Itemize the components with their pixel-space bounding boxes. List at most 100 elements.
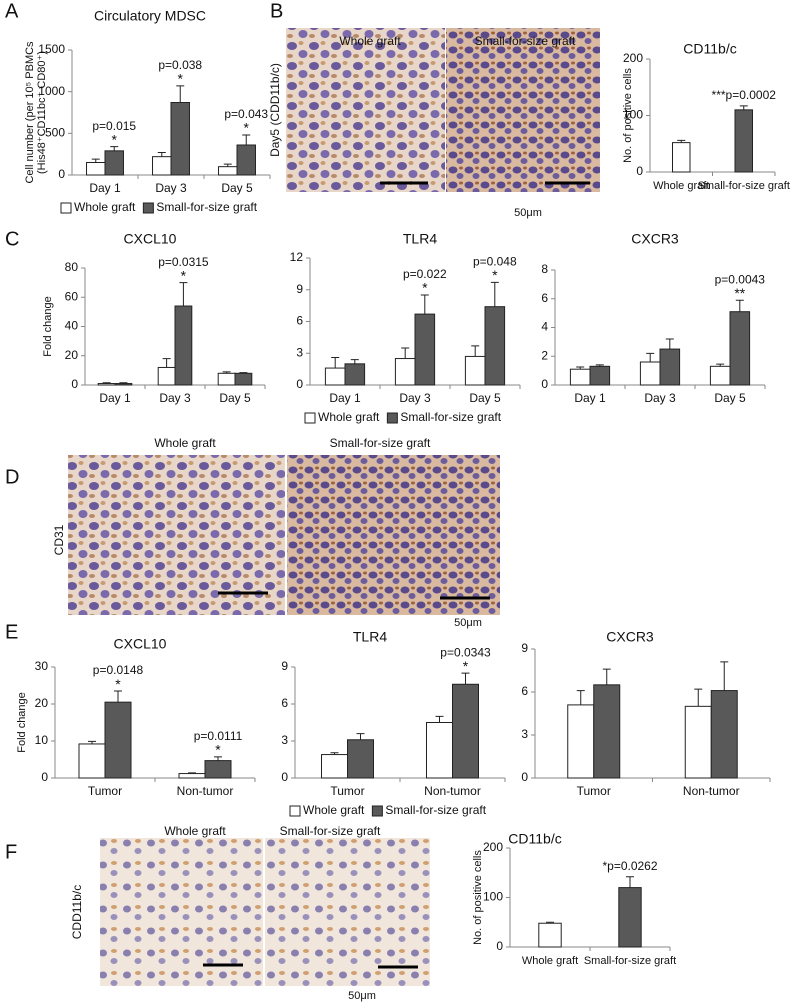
p-value: *p=0.0262 [602, 859, 657, 873]
y-tick-label: 200 [623, 51, 643, 65]
y-tick-label: 9 [521, 641, 528, 655]
legend-swatch [60, 202, 72, 214]
legend-label: Small-for-size graft [400, 410, 501, 424]
error-bar [110, 146, 119, 151]
chart-title: Circulatory MDSC [94, 8, 206, 24]
significance-star: * [244, 120, 250, 136]
error-bar [595, 364, 604, 367]
p-value: p=0.0148 [93, 663, 144, 677]
bar [114, 383, 133, 386]
y-axis-label: (His48⁺CD11bc⁺ CD80⁺) [36, 51, 48, 174]
error-bar [735, 299, 744, 312]
y-tick-label: 4 [541, 320, 548, 334]
y-tick-label: 0 [296, 377, 303, 391]
bar [567, 704, 595, 779]
y-tick-label: 0 [58, 167, 65, 181]
x-tick-label: Day 3 [644, 391, 676, 405]
bar [464, 355, 486, 386]
error-bar [626, 876, 634, 888]
panel-letter: D [5, 466, 19, 488]
y-tick-label: 0 [521, 770, 528, 784]
bar [78, 743, 106, 779]
y-tick-label: 6 [296, 314, 303, 328]
image-label: Small-for-size graft [475, 34, 576, 48]
micrograph [287, 455, 500, 615]
error-bar [694, 688, 703, 707]
legend-label: Whole graft [303, 803, 365, 817]
bar [104, 150, 124, 176]
error-bar [331, 356, 340, 369]
y-tick-label: 0 [41, 770, 48, 784]
y-tick-label: 60 [65, 289, 79, 303]
p-value: p=0.043 [224, 107, 268, 121]
chart-title: CXCL10 [114, 636, 167, 652]
x-tick-label: Tumor [330, 784, 364, 798]
p-value: p=0.015 [92, 119, 136, 133]
image-label: Whole graft [154, 436, 216, 450]
error-bar [420, 294, 429, 315]
bar [324, 367, 346, 386]
bar [234, 372, 253, 386]
y-tick-label: 12 [290, 250, 304, 264]
image-side-label: CDD11b/c [70, 885, 84, 939]
image-label: Small-for-size graft [330, 436, 431, 450]
micrograph [68, 455, 285, 615]
x-tick-label: Day 1 [89, 181, 121, 195]
x-tick-label: Whole graft [522, 955, 578, 967]
scale-label: 50μm [514, 207, 542, 219]
y-tick-label: 9 [281, 659, 288, 673]
legend-swatch [289, 805, 301, 817]
bar [217, 372, 236, 386]
error-bar [546, 921, 554, 924]
bar [734, 109, 753, 173]
bar [729, 311, 751, 386]
error-bar [242, 134, 251, 145]
bar [709, 365, 731, 386]
bar [538, 922, 562, 948]
bar [659, 348, 681, 386]
x-tick-label: Tumor [88, 784, 122, 798]
micrograph [446, 28, 600, 192]
panel-letter: C [5, 228, 19, 250]
y-tick-label: 2 [541, 348, 548, 362]
error-bar [157, 152, 166, 157]
x-tick-label: Day 3 [155, 181, 187, 195]
bar [414, 313, 436, 386]
significance-star: ** [734, 285, 745, 301]
legend-label: Whole graft [74, 200, 136, 214]
x-tick-label: Tumor [577, 784, 611, 798]
scale-label: 50μm [454, 617, 482, 629]
error-bar [114, 690, 122, 703]
legend-swatch [386, 412, 398, 424]
chart-title: TLR4 [353, 629, 387, 645]
panel-letter: B [270, 0, 283, 22]
x-tick-label: Day 1 [99, 391, 131, 405]
y-tick-label: 6 [541, 291, 548, 305]
error-bar [239, 372, 248, 374]
y-tick-label: 30 [35, 659, 49, 673]
image-label: Small-for-size graft [280, 824, 381, 838]
p-value: p=0.022 [403, 267, 447, 281]
bar [174, 305, 193, 386]
y-tick-label: 200 [483, 840, 503, 854]
bar [618, 887, 642, 948]
micrograph [100, 838, 263, 986]
bar [593, 684, 621, 779]
p-value: p=0.0111 [194, 729, 243, 743]
error-bar [119, 382, 128, 384]
x-tick-label: Whole graft [653, 180, 709, 192]
x-tick-label: Day 5 [219, 391, 251, 405]
legend-swatch [371, 805, 383, 817]
chart-title: CXCR3 [606, 629, 654, 645]
x-tick-label: Day 5 [469, 391, 501, 405]
bar [204, 760, 232, 779]
error-bar [222, 371, 231, 374]
bar [344, 363, 366, 386]
chart-title: TLR4 [403, 231, 437, 247]
chart-title: CD11b/c [508, 831, 561, 847]
x-tick-label: Small-for-size graft [584, 955, 676, 967]
y-tick-label: 3 [281, 733, 288, 747]
p-value: ***p=0.0002 [712, 88, 777, 102]
y-tick-label: 20 [35, 696, 49, 710]
